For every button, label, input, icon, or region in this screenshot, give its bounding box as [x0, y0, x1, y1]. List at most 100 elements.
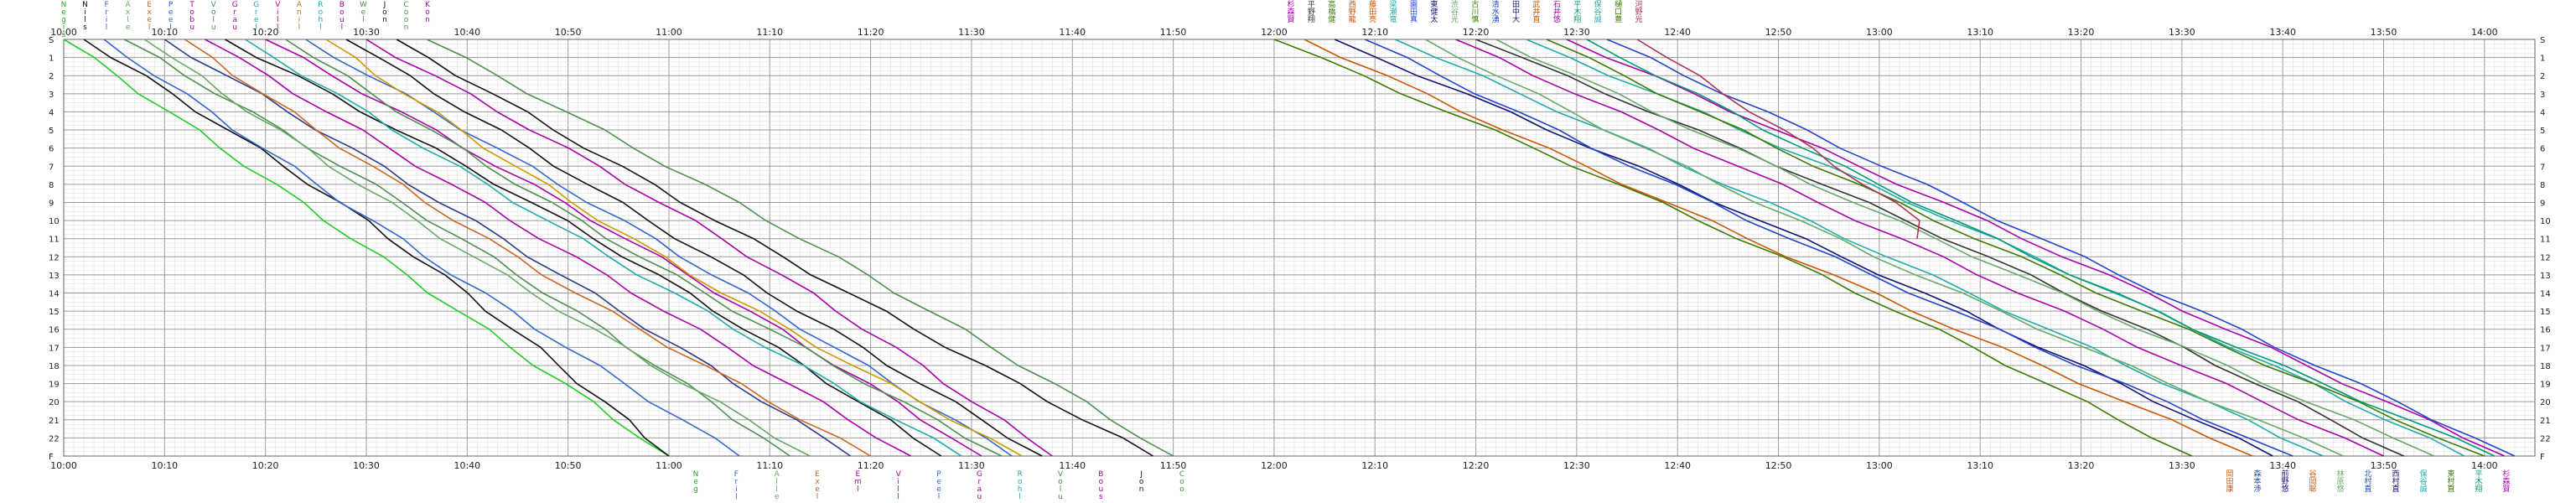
y-tick-label-left: 4 — [49, 108, 54, 117]
name-label-top-text: 渋谷光 — [1451, 0, 1459, 24]
name-label-bottom-text: 北村直 — [2364, 469, 2371, 494]
y-tick-label-left: 14 — [49, 290, 60, 299]
series-line — [1394, 39, 2324, 457]
name-label-bottom: 森本渉 — [2253, 469, 2261, 494]
x-tick-label-bottom: 12:30 — [1563, 460, 1590, 471]
series-line — [245, 39, 962, 457]
x-tick-label-top: 10:50 — [555, 27, 582, 38]
x-tick-label-bottom: 13:00 — [1866, 460, 1893, 471]
name-label-bottom-text: 西村直 — [2392, 469, 2399, 494]
series-line — [396, 39, 1153, 457]
x-tick-label-bottom: 13:50 — [2371, 460, 2397, 471]
y-tick-label-right: 14 — [2540, 290, 2551, 299]
x-tick-label-bottom: 10:30 — [353, 460, 380, 471]
y-tick-label-left: 15 — [49, 308, 60, 317]
series-line — [103, 39, 740, 457]
y-tick-label-right: 12 — [2540, 253, 2551, 262]
name-label-bottom: 杉森賢 — [2502, 469, 2510, 494]
name-label-top: 平木翔 — [1573, 0, 1581, 24]
y-tick-label-right: 8 — [2540, 181, 2545, 190]
name-label-bottom: 西村直 — [2392, 469, 2399, 494]
y-tick-label-left: 12 — [49, 253, 60, 262]
series-line — [83, 39, 670, 457]
name-label-top-text: 東健太 — [1430, 0, 1438, 24]
name-label-top: 石井悠 — [1553, 1, 1561, 24]
name-label-top-text: 古川慎 — [1471, 0, 1479, 24]
name-label-top-text: 園田真 — [1410, 0, 1418, 24]
name-label-bottom-text: 林原悠 — [2336, 469, 2344, 494]
x-tick-label-bottom: 11:20 — [858, 460, 884, 471]
y-tick-label-left: 11 — [49, 236, 60, 245]
x-tick-label-bottom: 10:50 — [555, 460, 582, 471]
series-line — [63, 39, 670, 457]
x-tick-label-bottom: 10:10 — [151, 460, 178, 471]
y-tick-label-right: S — [2540, 36, 2545, 45]
y-tick-label-right: 11 — [2540, 236, 2551, 245]
name-label-bottom: 岡田康 — [2226, 469, 2233, 494]
series-line — [1586, 39, 2496, 457]
x-tick-label-bottom: 11:30 — [958, 460, 985, 471]
y-tick-label-right: 6 — [2540, 145, 2545, 154]
name-label-top-text: 平野翔 — [1308, 0, 1315, 24]
x-tick-label-top: 12:00 — [1261, 27, 1288, 38]
series-lines — [63, 39, 2516, 457]
y-tick-label-right: 21 — [2540, 417, 2551, 426]
y-tick-label-right: 3 — [2540, 91, 2545, 100]
series-line — [1304, 39, 2253, 457]
y-tick-label-left: 8 — [49, 181, 54, 190]
x-tick-label-top: 12:10 — [1361, 27, 1388, 38]
series-line — [184, 39, 872, 457]
name-label-top: 園田真 — [1410, 0, 1418, 24]
x-tick-label-top: 10:10 — [151, 27, 178, 38]
name-label-top: 渋谷光 — [1451, 0, 1459, 24]
name-label-top-text: 杉森賢 — [1287, 0, 1294, 24]
x-tick-label-top: 10:30 — [353, 27, 380, 38]
series-line — [1495, 39, 2435, 457]
name-label-top: 武井直 — [1532, 0, 1540, 24]
y-tick-label-left: 22 — [49, 434, 60, 443]
y-tick-label-left: 9 — [49, 199, 54, 208]
grid — [63, 39, 2536, 457]
x-tick-label-top: 12:20 — [1463, 27, 1490, 38]
y-tick-label-right: 10 — [2540, 217, 2551, 226]
y-tick-label-left: 19 — [49, 381, 60, 390]
y-tick-label-right: 20 — [2540, 398, 2551, 407]
x-tick-label-top: 10:00 — [50, 27, 77, 38]
series-line — [365, 39, 1053, 457]
name-label-bottom: 北村直 — [2364, 469, 2371, 494]
y-tick-label-left: 10 — [49, 217, 60, 226]
series-line — [1475, 39, 2404, 457]
name-label-top: 保谷誠 — [1594, 0, 1602, 24]
x-tick-label-bottom: 12:50 — [1765, 460, 1792, 471]
name-label-bottom-text: 岡田康 — [2226, 469, 2233, 494]
y-tick-label-right: 1 — [2540, 54, 2545, 64]
name-label-top: 平野翔 — [1308, 0, 1315, 24]
name-label-top: 樋口豊 — [1615, 0, 1622, 24]
x-tick-label-bottom: 13:20 — [2068, 460, 2095, 471]
x-tick-label-bottom: 10:40 — [454, 460, 480, 471]
y-tick-label-right: 9 — [2540, 199, 2545, 208]
